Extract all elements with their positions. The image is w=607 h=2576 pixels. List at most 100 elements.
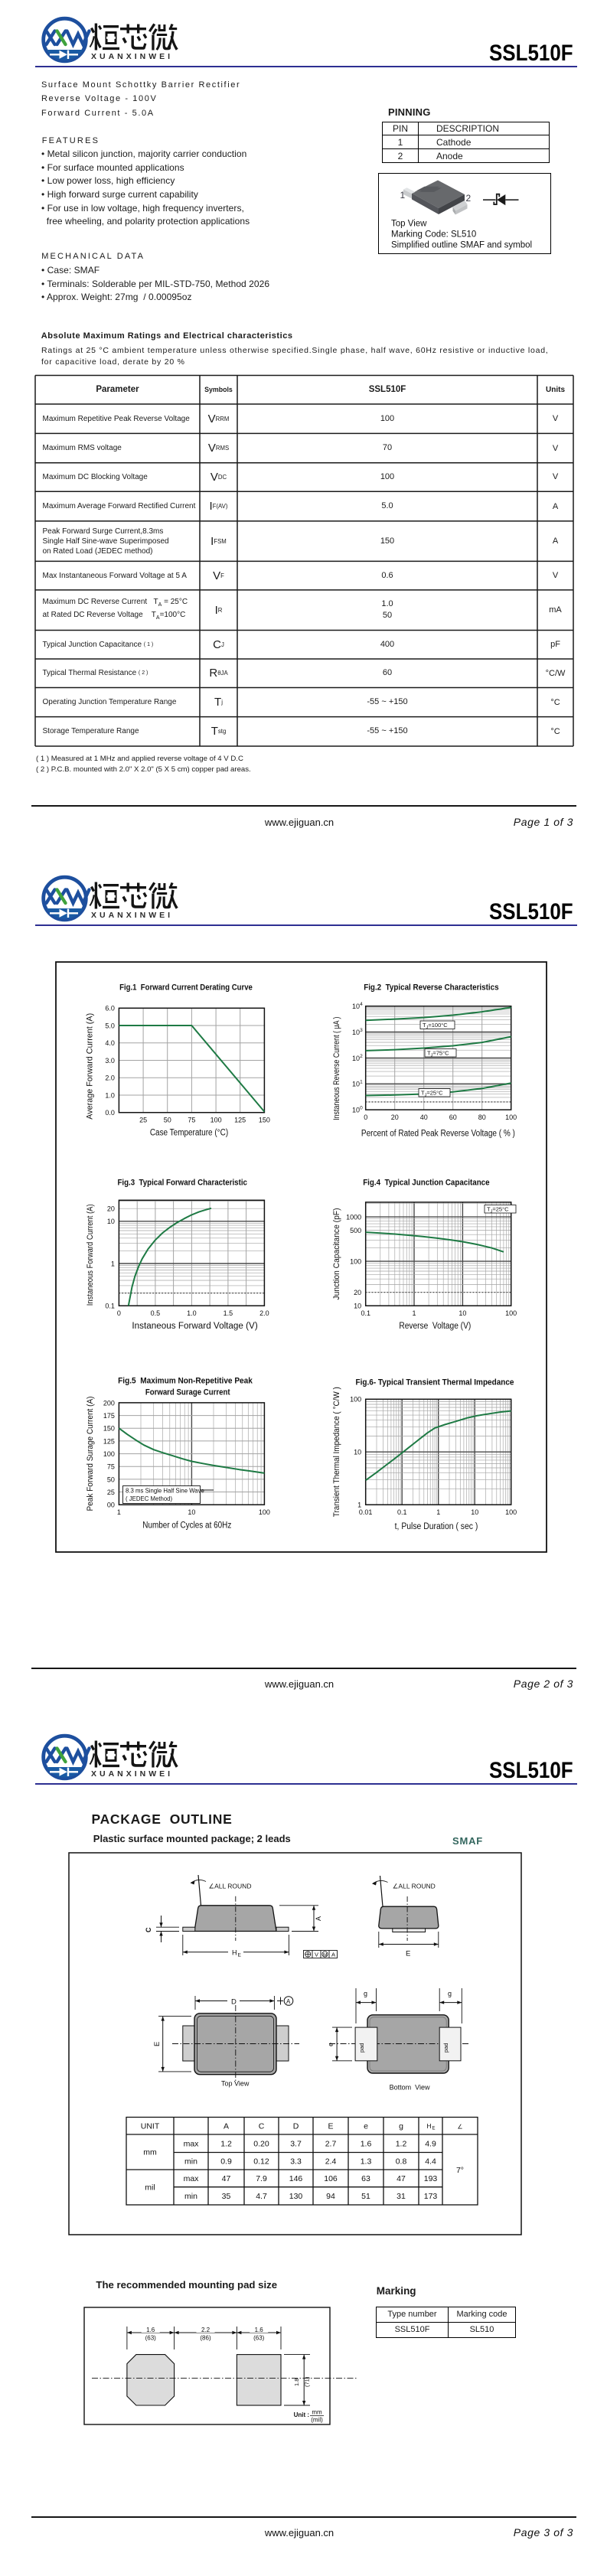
svg-text:C: C bbox=[145, 1927, 152, 1932]
svg-text:Reverse Voltage (V): Reverse Voltage (V) bbox=[399, 1322, 471, 1331]
svg-text:E: E bbox=[328, 2121, 333, 2131]
svg-text:0: 0 bbox=[364, 1114, 367, 1121]
svg-text:100: 100 bbox=[350, 1396, 361, 1404]
svg-text:Bottom View: Bottom View bbox=[390, 2084, 430, 2092]
svg-text:0.9: 0.9 bbox=[220, 2157, 232, 2166]
svg-text:2.0: 2.0 bbox=[105, 1074, 115, 1082]
svg-text:100: 100 bbox=[259, 1508, 270, 1516]
svg-text:0.1: 0.1 bbox=[397, 1508, 407, 1516]
svg-text:TJ=75°C: TJ=75°C bbox=[427, 1050, 449, 1058]
svg-text:102: 102 bbox=[352, 1054, 363, 1062]
svg-text:(71): (71) bbox=[304, 2376, 311, 2387]
svg-text:100: 100 bbox=[505, 1508, 517, 1516]
svg-text:C: C bbox=[259, 2121, 265, 2131]
svg-text:Instaneous Forward Current (A): Instaneous Forward Current (A) bbox=[86, 1204, 95, 1306]
svg-text:D: D bbox=[231, 1998, 237, 2007]
svg-text:H: H bbox=[426, 2122, 431, 2130]
svg-text:50: 50 bbox=[107, 1475, 115, 1483]
svg-text:E: E bbox=[432, 2126, 435, 2131]
svg-text:1: 1 bbox=[357, 1502, 361, 1509]
svg-text:1: 1 bbox=[400, 190, 406, 201]
svg-text:0.20: 0.20 bbox=[253, 2139, 269, 2148]
svg-text:1.6: 1.6 bbox=[361, 2139, 372, 2148]
svg-text:2: 2 bbox=[466, 193, 472, 204]
svg-text:H: H bbox=[232, 1949, 237, 1957]
svg-text:10: 10 bbox=[459, 1309, 466, 1317]
svg-text:10: 10 bbox=[354, 1449, 361, 1456]
svg-text:75: 75 bbox=[188, 1117, 195, 1124]
svg-text:5.0: 5.0 bbox=[105, 1022, 115, 1029]
svg-text:A: A bbox=[224, 2121, 229, 2131]
svg-text:∠ALL ROUND: ∠ALL ROUND bbox=[393, 1883, 436, 1890]
svg-text:2.4: 2.4 bbox=[325, 2157, 337, 2166]
svg-text:∠ALL ROUND: ∠ALL ROUND bbox=[209, 1883, 252, 1890]
svg-text:130: 130 bbox=[289, 2192, 303, 2201]
svg-text:31: 31 bbox=[397, 2192, 406, 2201]
svg-text:mm: mm bbox=[312, 2409, 322, 2416]
svg-text:146: 146 bbox=[289, 2174, 303, 2183]
svg-text:0: 0 bbox=[117, 1309, 121, 1317]
svg-text:4.7: 4.7 bbox=[256, 2192, 267, 2201]
svg-text:TJ=25°C: TJ=25°C bbox=[421, 1090, 443, 1098]
svg-text:TJ=100°C: TJ=100°C bbox=[423, 1022, 448, 1030]
svg-text:E: E bbox=[406, 1950, 410, 1958]
svg-text:47: 47 bbox=[397, 2174, 406, 2183]
svg-text:7.9: 7.9 bbox=[256, 2174, 267, 2183]
svg-text:Fig.3 Typical Forward Charact: Fig.3 Typical Forward Characteristic bbox=[117, 1178, 247, 1187]
svg-text:Peak Forward Surage Current (A: Peak Forward Surage Current (A) bbox=[86, 1397, 95, 1511]
svg-text:63: 63 bbox=[361, 2174, 370, 2183]
svg-text:20: 20 bbox=[354, 1289, 361, 1296]
svg-text:XUANXINWEI: XUANXINWEI bbox=[91, 911, 173, 920]
svg-text:1.5: 1.5 bbox=[224, 1309, 233, 1317]
svg-text:51: 51 bbox=[361, 2192, 370, 2201]
svg-text:pad: pad bbox=[442, 2043, 449, 2053]
svg-text:104: 104 bbox=[352, 1002, 363, 1010]
svg-text:100: 100 bbox=[505, 1114, 517, 1121]
svg-text:TJ=25°C: TJ=25°C bbox=[487, 1206, 509, 1215]
svg-text:4.9: 4.9 bbox=[425, 2139, 436, 2148]
svg-text:Number of Cycles at 60Hz: Number of Cycles at 60Hz bbox=[142, 1521, 231, 1531]
svg-text:1.2: 1.2 bbox=[220, 2139, 232, 2148]
svg-text:1.6: 1.6 bbox=[255, 2327, 264, 2333]
svg-text:150: 150 bbox=[103, 1425, 115, 1433]
svg-text:6.0: 6.0 bbox=[105, 1005, 115, 1012]
svg-text:1.8: 1.8 bbox=[293, 2379, 300, 2386]
svg-text:Junction Capacitance (pF): Junction Capacitance (pF) bbox=[332, 1208, 341, 1300]
svg-text:100: 100 bbox=[210, 1117, 222, 1124]
svg-text:150: 150 bbox=[259, 1117, 270, 1124]
svg-text:125: 125 bbox=[103, 1437, 115, 1445]
svg-text:106: 106 bbox=[324, 2174, 338, 2183]
svg-text:75: 75 bbox=[107, 1463, 115, 1471]
svg-text:80: 80 bbox=[478, 1114, 486, 1121]
svg-text:500: 500 bbox=[350, 1227, 361, 1234]
svg-text:100: 100 bbox=[505, 1309, 517, 1317]
svg-text:8.3 ms Single Half Sine Wave: 8.3 ms Single Half Sine Wave bbox=[126, 1488, 204, 1495]
svg-text:mm: mm bbox=[143, 2148, 157, 2157]
svg-text:Top View: Top View bbox=[391, 219, 427, 228]
svg-text:10: 10 bbox=[471, 1508, 478, 1516]
svg-text:min: min bbox=[184, 2192, 197, 2201]
svg-text:Instaneous Forward Voltage (V): Instaneous Forward Voltage (V) bbox=[132, 1322, 257, 1331]
svg-text:3.3: 3.3 bbox=[290, 2157, 302, 2166]
svg-text:47: 47 bbox=[222, 2174, 231, 2183]
svg-text:125: 125 bbox=[234, 1117, 246, 1124]
svg-text:( JEDEC Method): ( JEDEC Method) bbox=[126, 1495, 172, 1502]
svg-text:(86): (86) bbox=[200, 2335, 211, 2342]
svg-text:7°: 7° bbox=[456, 2166, 464, 2175]
svg-text:175: 175 bbox=[103, 1412, 115, 1420]
svg-text:103: 103 bbox=[352, 1028, 363, 1036]
svg-text:t, Pulse Duration ( sec ): t, Pulse Duration ( sec ) bbox=[395, 1522, 478, 1531]
svg-text:1.0: 1.0 bbox=[105, 1091, 115, 1099]
svg-text:101: 101 bbox=[352, 1080, 363, 1088]
svg-text:1.0: 1.0 bbox=[187, 1309, 197, 1317]
svg-text:20: 20 bbox=[107, 1205, 115, 1213]
svg-text:0.1: 0.1 bbox=[361, 1309, 370, 1317]
svg-text:2.0: 2.0 bbox=[259, 1309, 269, 1317]
svg-text:60: 60 bbox=[449, 1114, 457, 1121]
svg-text:50: 50 bbox=[164, 1117, 171, 1124]
svg-text:1: 1 bbox=[412, 1309, 416, 1317]
svg-text:10: 10 bbox=[354, 1303, 361, 1310]
svg-text:max: max bbox=[184, 2174, 200, 2183]
svg-text:Average Forward Current (A): Average Forward Current (A) bbox=[86, 1013, 95, 1120]
svg-text:(mil): (mil) bbox=[311, 2417, 323, 2424]
